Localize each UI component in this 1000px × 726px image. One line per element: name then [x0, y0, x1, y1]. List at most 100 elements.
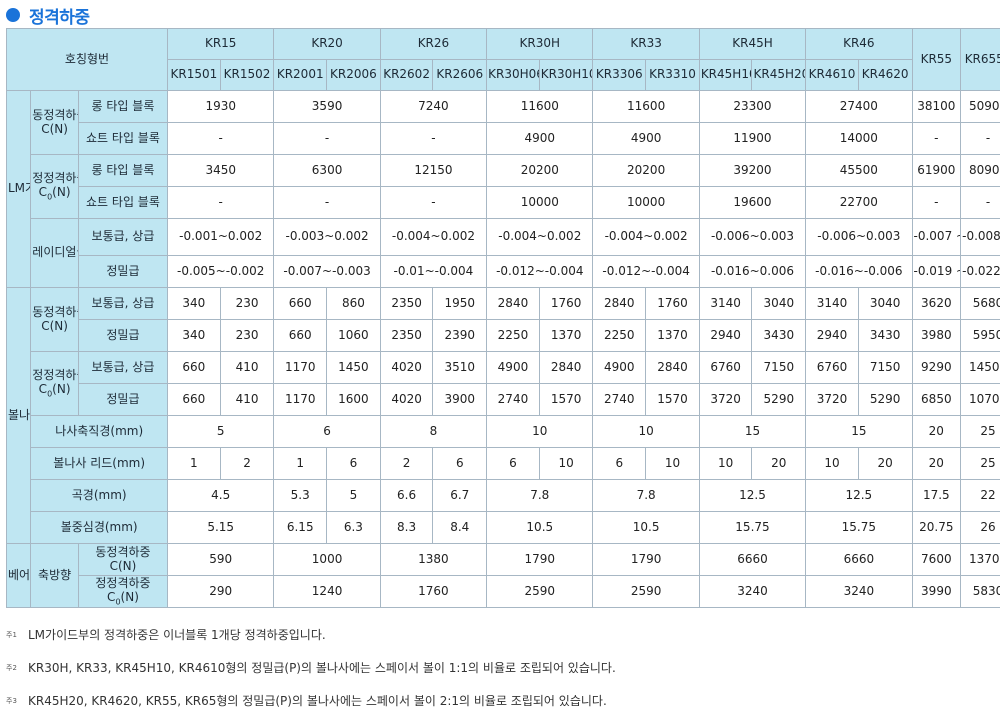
footnote-text: KR45H20, KR4620, KR55, KR65형의 정밀급(P)의 볼나…	[28, 694, 607, 708]
cell: 20	[751, 447, 807, 480]
cell: 660	[273, 319, 328, 352]
footnotes: 주1 LM가이드부의 정격하중은 이너블록 1개당 정격하중입니다. 주2 KR…	[6, 618, 616, 717]
cell: 15	[698, 415, 807, 448]
cell: 5290	[857, 383, 913, 416]
header-model: KR30H06	[486, 59, 540, 91]
cell: -0.004~0.002	[486, 218, 594, 256]
rating-table: 호칭형번 KR15 KR20 KR26 KR30H KR33 KR45H KR4…	[5, 28, 1000, 608]
cell: 6.3	[326, 511, 381, 544]
cell: -	[960, 186, 1000, 219]
label-shaft-diameter: 나사축직경(mm)	[30, 415, 169, 448]
cell: 27400	[805, 90, 913, 123]
cell: 2590	[592, 575, 700, 608]
cell: 80900	[960, 154, 1000, 187]
cell: 4020	[379, 351, 434, 384]
cell: 2840	[538, 351, 594, 384]
label-bearing-static: 정정격하중 C0(N)	[77, 575, 169, 608]
cell: 5290	[751, 383, 807, 416]
cell: 4900	[486, 351, 540, 384]
cell: 1170	[273, 351, 328, 384]
cell: 23300	[698, 90, 807, 123]
cell: 10700	[960, 383, 1000, 416]
cell: 9290	[911, 351, 962, 384]
header-model: KR4620	[857, 59, 913, 91]
cell: 2840	[486, 287, 540, 320]
cell: 1240	[273, 575, 381, 608]
cell: 1370	[538, 319, 594, 352]
cell: 20	[911, 447, 962, 480]
cell: 410	[219, 351, 275, 384]
cell: 1570	[538, 383, 594, 416]
cell: 5	[167, 415, 275, 448]
header-group: KR33	[592, 28, 700, 60]
cell: 5.15	[167, 511, 275, 544]
cell: 10	[645, 447, 700, 480]
cell: 12150	[379, 154, 488, 187]
cell: 6660	[698, 543, 807, 576]
cell: -0.006~0.003	[805, 218, 913, 256]
label-short-block: 쇼트 타입 블록	[77, 122, 169, 155]
cell: 3240	[805, 575, 913, 608]
cell: 6850	[911, 383, 962, 416]
cell: 2390	[432, 319, 488, 352]
header-group: KR15	[167, 28, 275, 60]
cell: -0.016~0.006	[698, 255, 807, 288]
cell: 3510	[432, 351, 488, 384]
header-model: KR30H10	[538, 59, 594, 91]
cell: -	[167, 122, 275, 155]
label-long-block: 롱 타입 블록	[77, 90, 169, 123]
cell: -	[911, 186, 962, 219]
cell: 4020	[379, 383, 434, 416]
header-model: KR3306	[592, 59, 647, 91]
cell: 230	[219, 287, 275, 320]
cell: 410	[219, 383, 275, 416]
footnote: 주2 KR30H, KR33, KR45H10, KR4610형의 정밀급(P)…	[6, 651, 616, 684]
cell: 2350	[379, 287, 434, 320]
label-long-block: 롱 타입 블록	[77, 154, 169, 187]
cell: -	[960, 122, 1000, 155]
cell: 340	[167, 287, 221, 320]
cell: 3240	[698, 575, 807, 608]
cell: -0.004~0.002	[592, 218, 700, 256]
header-group: KR26	[379, 28, 488, 60]
cell: 2940	[805, 319, 859, 352]
cell: 2590	[486, 575, 594, 608]
cell: 1170	[273, 383, 328, 416]
cell: 2940	[698, 319, 753, 352]
cell: 10000	[486, 186, 594, 219]
cell: -0.01~-0.004	[379, 255, 488, 288]
header-model: KR2606	[432, 59, 488, 91]
cell: 660	[273, 287, 328, 320]
cell: 340	[167, 319, 221, 352]
label-precision-grade: 정밀급	[77, 255, 169, 288]
cell: 3620	[911, 287, 962, 320]
cell: 10.5	[486, 511, 594, 544]
cell: -0.003~0.002	[273, 218, 381, 256]
cell: 7600	[911, 543, 962, 576]
cell: 3430	[857, 319, 913, 352]
header-group: KR46	[805, 28, 913, 60]
cell: 8	[379, 415, 488, 448]
cell: 860	[326, 287, 381, 320]
cell: 1760	[645, 287, 700, 320]
header-group: KR20	[273, 28, 381, 60]
cell: 3900	[432, 383, 488, 416]
cell: 2740	[592, 383, 647, 416]
cell: 3720	[805, 383, 859, 416]
header-model: KR3310	[645, 59, 700, 91]
cell: -	[167, 186, 275, 219]
header-group: KR45H	[698, 28, 807, 60]
cell: 1370	[645, 319, 700, 352]
cell: -	[273, 122, 381, 155]
cell: 6	[592, 447, 647, 480]
header-model: KR2001	[273, 59, 328, 91]
cell: 2250	[486, 319, 540, 352]
cell: 22700	[805, 186, 913, 219]
cell: 6760	[805, 351, 859, 384]
header-single: KR55	[911, 28, 962, 91]
section-title: 정격하중	[6, 3, 90, 28]
cell: 6	[326, 447, 381, 480]
cell: -0.019 ~0.007	[911, 255, 962, 288]
cell: 15.75	[805, 511, 913, 544]
